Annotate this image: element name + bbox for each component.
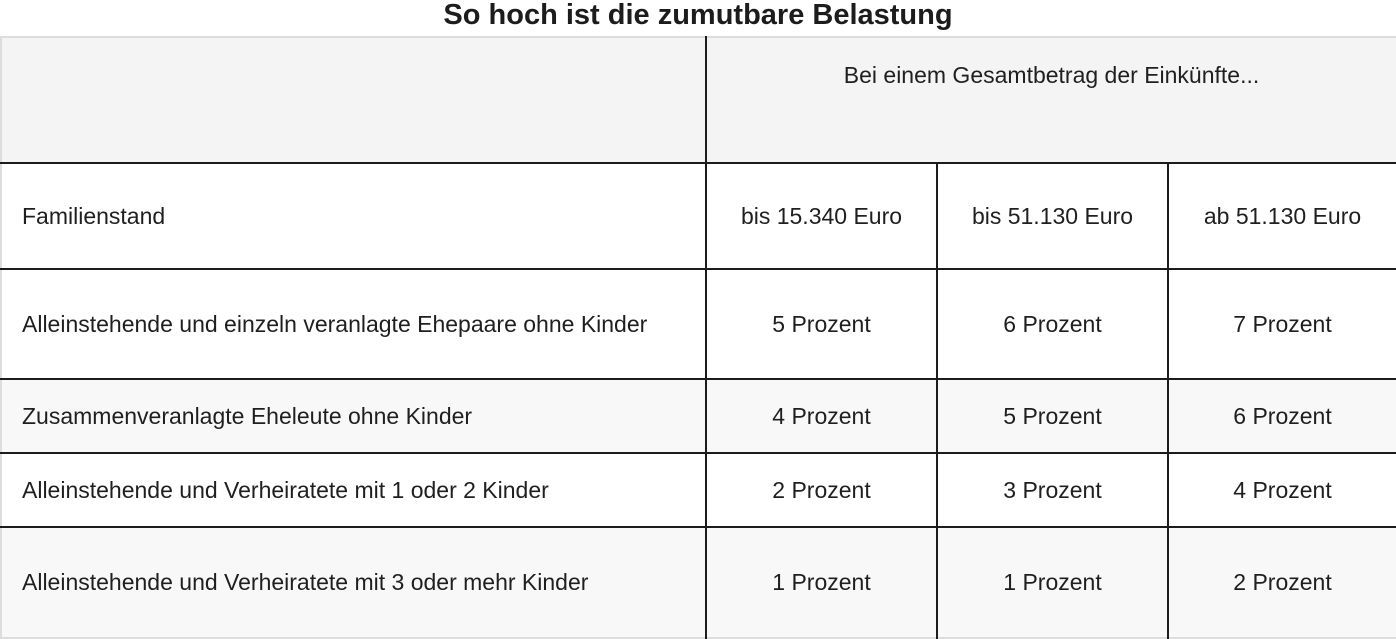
table-row: Alleinstehende und Verheiratete mit 1 od… xyxy=(1,452,1396,528)
table-cell: 2 Prozent xyxy=(1166,526,1396,638)
empty-header-cell xyxy=(1,37,707,164)
table-cell: 1 Prozent xyxy=(936,526,1169,638)
table-row: Alleinstehende und einzeln veranlagte Eh… xyxy=(1,268,1396,380)
row-label: Alleinstehende und Verheiratete mit 3 od… xyxy=(1,526,707,638)
table-cell: 5 Prozent xyxy=(705,268,938,380)
column-header: ab 51.130 Euro xyxy=(1166,162,1396,270)
table-row: Alleinstehende und Verheiratete mit 3 od… xyxy=(1,526,1396,638)
super-header-cell: Bei einem Gesamtbetrag der Einkünfte... xyxy=(704,37,1396,164)
table-cell: 4 Prozent xyxy=(705,378,938,454)
table-cell: 5 Prozent xyxy=(936,378,1169,454)
row-label: Alleinstehende und einzeln veranlagte Eh… xyxy=(1,268,707,380)
table-cell: 6 Prozent xyxy=(1166,378,1396,454)
column-header-row: Familienstand bis 15.340 Euro bis 51.130… xyxy=(1,162,1396,270)
row-label: Zusammenveranlagte Eheleute ohne Kinder xyxy=(1,378,707,454)
table-title: So hoch ist die zumutbare Belastung xyxy=(443,0,953,31)
table-row: Zusammenveranlagte Eheleute ohne Kinder … xyxy=(1,378,1396,454)
table-cell: 3 Prozent xyxy=(936,452,1169,528)
table-cell: 4 Prozent xyxy=(1166,452,1396,528)
table-cell: 2 Prozent xyxy=(705,452,938,528)
column-header: Familienstand xyxy=(1,162,707,270)
burden-table: Bei einem Gesamtbetrag der Einkünfte... … xyxy=(0,36,1396,639)
row-label: Alleinstehende und Verheiratete mit 1 od… xyxy=(1,452,707,528)
table-cell: 7 Prozent xyxy=(1166,268,1396,380)
table-cell: 6 Prozent xyxy=(936,268,1169,380)
table-cell: 1 Prozent xyxy=(705,526,938,638)
column-header: bis 51.130 Euro xyxy=(936,162,1169,270)
column-header: bis 15.340 Euro xyxy=(705,162,938,270)
super-header-row: Bei einem Gesamtbetrag der Einkünfte... xyxy=(1,37,1396,164)
